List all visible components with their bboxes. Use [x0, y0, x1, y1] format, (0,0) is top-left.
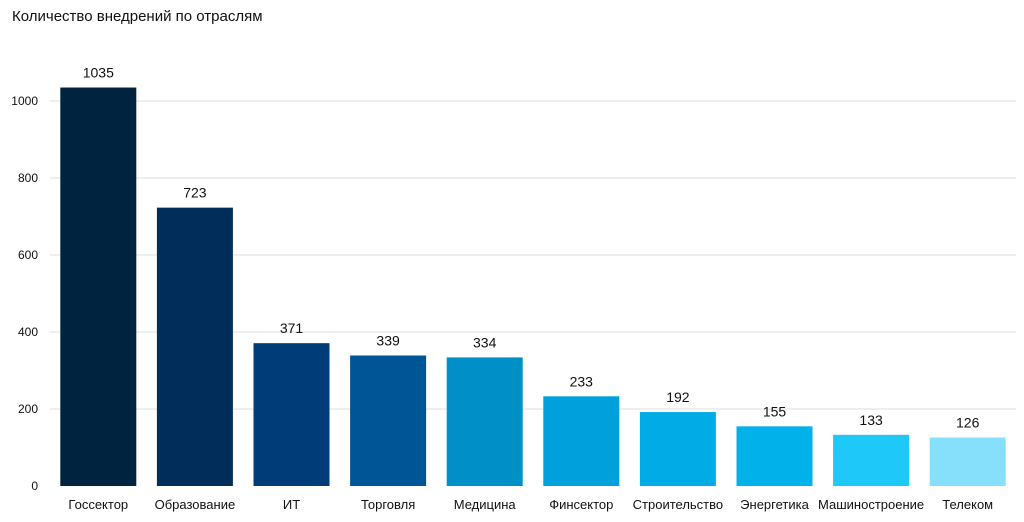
data-label: 339: [376, 332, 400, 348]
bar-9: [833, 434, 910, 486]
x-axis-categories: Госсектор Образование ИТ Торговля Медицина Фи…: [68, 497, 993, 512]
data-label: 371: [280, 320, 304, 336]
category-label: Финсектор: [549, 497, 613, 512]
category-label: Строительство: [633, 497, 723, 512]
category-label: Госсектор: [68, 497, 128, 512]
data-label: 334: [473, 334, 497, 350]
bar-7: [639, 412, 716, 486]
bar-4: [350, 355, 427, 486]
y-tick-label: 1000: [11, 94, 38, 108]
bar-6: [543, 396, 620, 486]
chart-title: Количество внедрений по отраслям: [12, 8, 263, 25]
data-label: 233: [570, 373, 594, 389]
category-label: Машиностроение: [818, 497, 924, 512]
category-label: Образование: [155, 497, 236, 512]
y-tick-label: 400: [18, 325, 38, 339]
bar-2: [156, 207, 233, 486]
bars: [60, 87, 1006, 487]
y-tick-label: 600: [18, 248, 38, 262]
bar-3: [253, 343, 330, 486]
data-label: 1035: [83, 65, 114, 81]
gridlines: [50, 100, 1016, 410]
data-label: 155: [763, 403, 787, 419]
category-label: Энергетика: [740, 497, 809, 512]
bar-5: [446, 357, 523, 486]
data-label: 126: [956, 414, 980, 430]
data-label: 133: [859, 412, 883, 428]
data-label: 192: [666, 389, 690, 405]
category-label: ИТ: [283, 497, 300, 512]
y-tick-label: 200: [18, 402, 38, 416]
data-label: 723: [183, 185, 207, 201]
bar-10: [929, 437, 1006, 486]
y-tick-label: 0: [31, 479, 38, 493]
y-tick-label: 800: [18, 171, 38, 185]
category-label: Торговля: [361, 497, 415, 512]
category-label: Медицина: [454, 497, 517, 512]
category-label: Телеком: [942, 497, 993, 512]
y-axis-ticks: 0 200 400 600 800 1000: [11, 94, 38, 493]
data-labels: 1035 723 371 339 334 233 192 155 133 126: [83, 65, 980, 431]
bar-8: [736, 426, 813, 486]
bar-1: [60, 87, 137, 487]
